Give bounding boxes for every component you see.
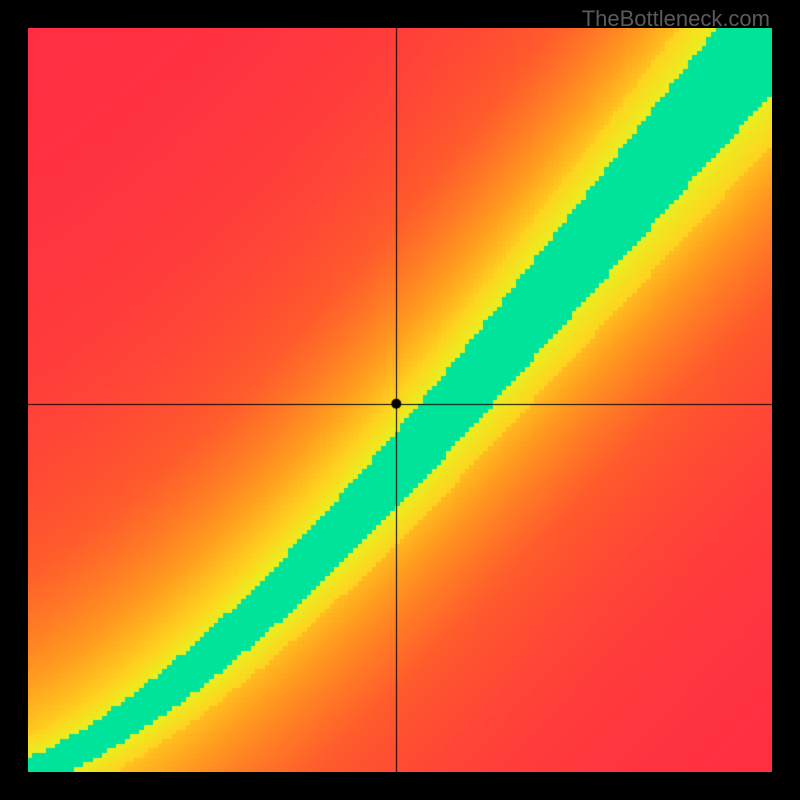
watermark-text: TheBottleneck.com — [582, 6, 770, 32]
outer-frame: TheBottleneck.com — [0, 0, 800, 800]
heatmap-plot — [28, 28, 772, 772]
crosshair-overlay — [28, 28, 772, 772]
